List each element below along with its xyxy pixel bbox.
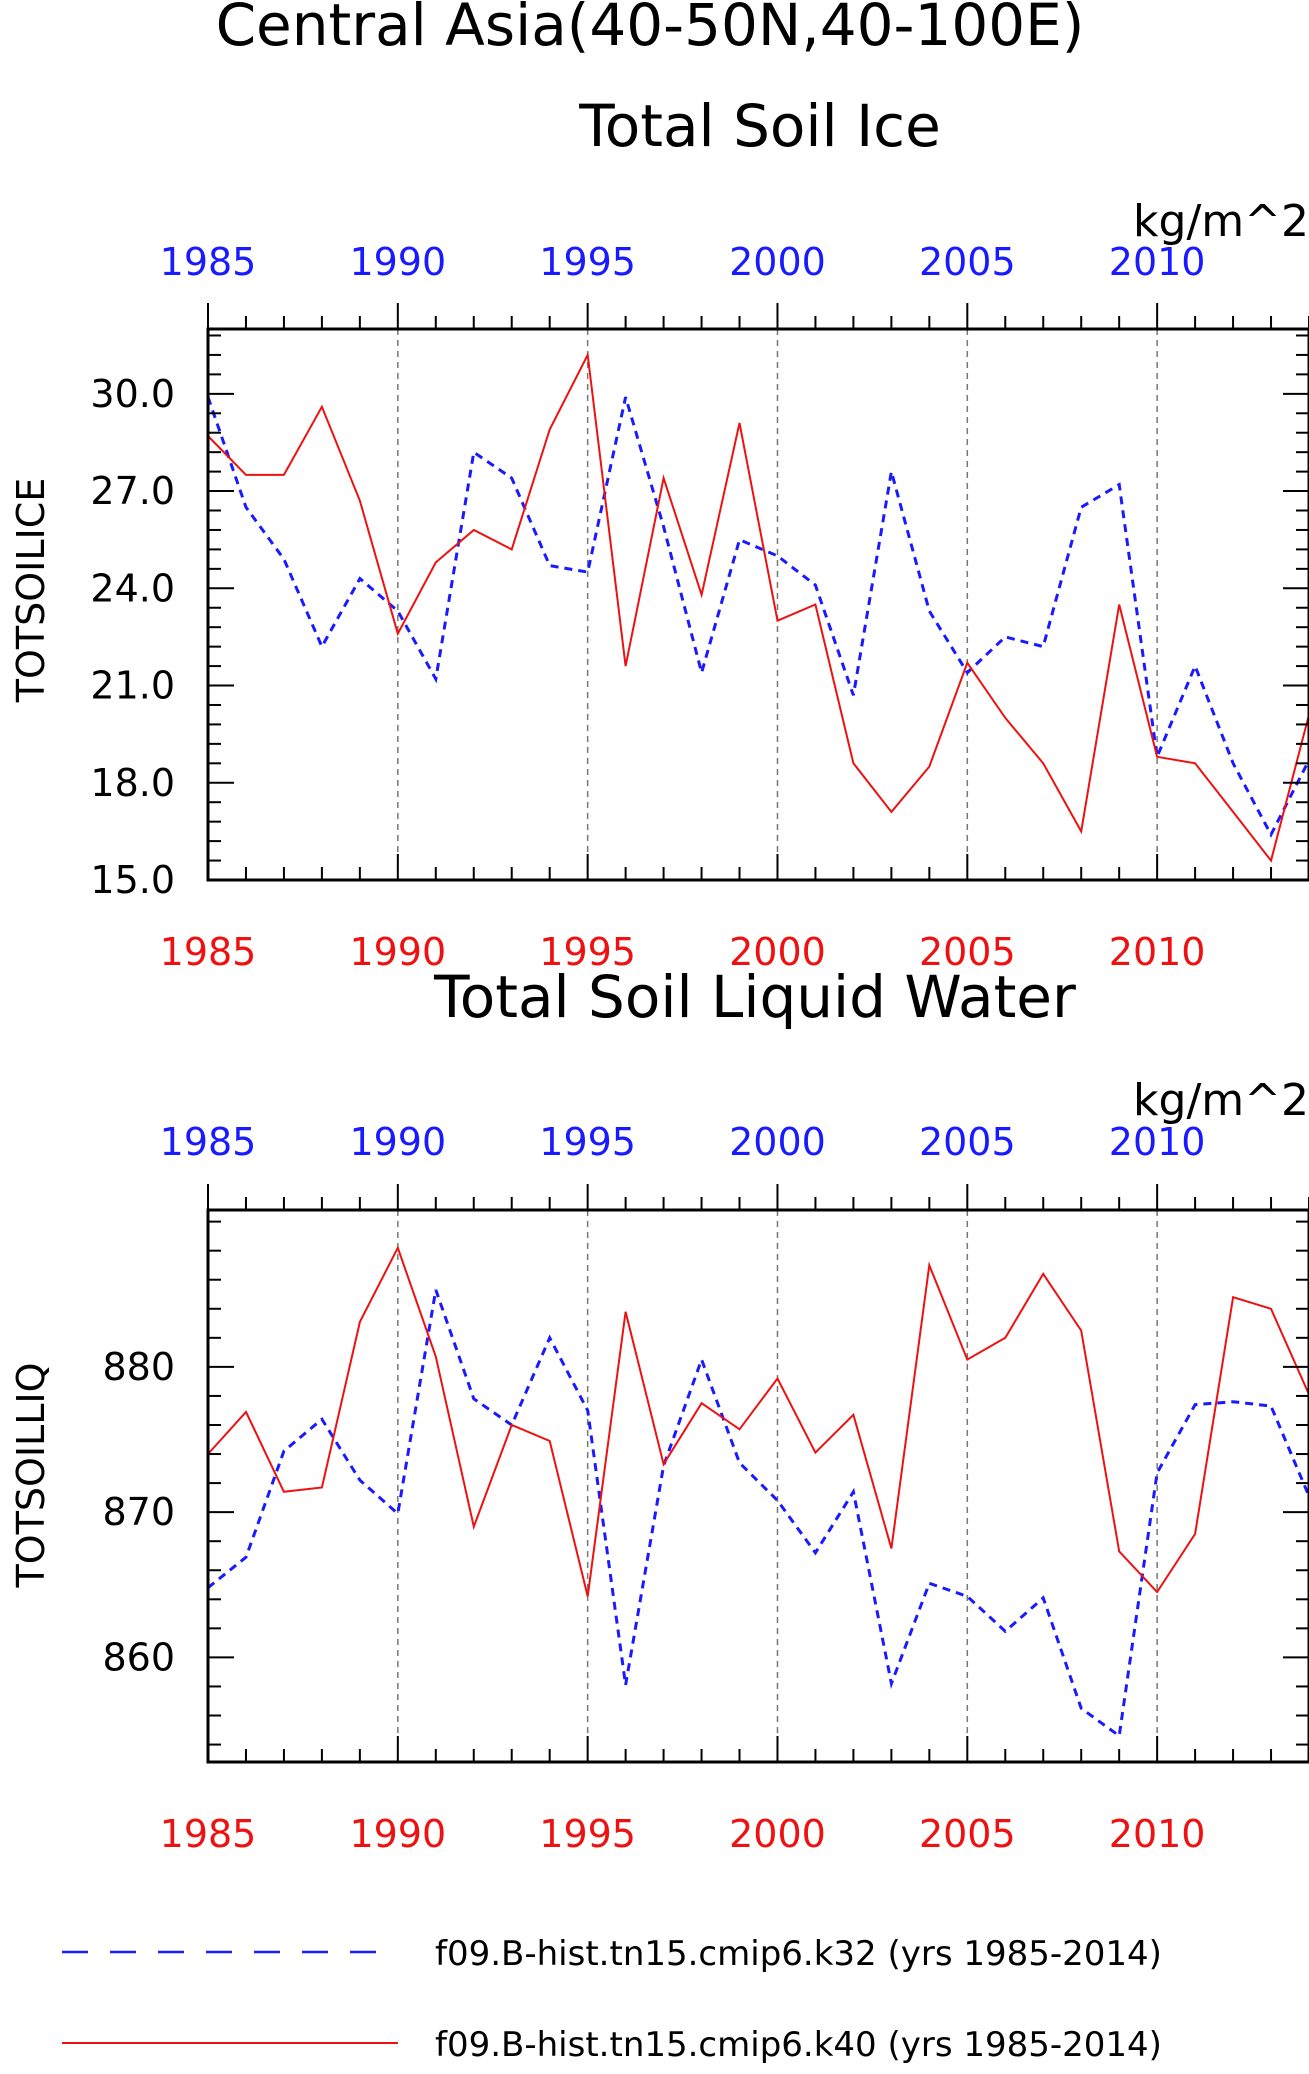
data-lines xyxy=(206,351,1309,863)
tick-labels: 1985 1985 1990 1990 1995 1995 2000 2000 2005 2005… xyxy=(90,240,1205,974)
tick-labels: 1985 1985 1990 1990 1995 1995 2000 2000 2005 2005… xyxy=(102,1120,1205,1856)
chart-panel-soil-ice: Total Soil Ice kg/m^2 TOTSOILICE 1985198… xyxy=(9,92,1309,974)
panel-title: Total Soil Ice xyxy=(578,92,941,160)
y-axis-label: TOTSOILLIQ xyxy=(9,1362,53,1588)
figure-title: Central Asia(40-50N,40-100E) xyxy=(216,0,1085,59)
legend: f09.B-hist.tn15.cmip6.k32 (yrs 1985-2014… xyxy=(62,1934,1162,2065)
x-tick-label-top: 1990 xyxy=(349,240,446,284)
y-tick-label: 870 xyxy=(102,1490,175,1534)
x-tick-label-top: 1985 xyxy=(160,240,257,284)
plot-frame xyxy=(206,1208,1309,1764)
y-tick-label: 30.0 xyxy=(90,372,175,416)
legend-label-k32: f09.B-hist.tn15.cmip6.k32 (yrs 1985-2014… xyxy=(435,1934,1162,1974)
y-tick-label: 24.0 xyxy=(90,566,175,610)
y-tick-label: 21.0 xyxy=(90,664,175,708)
series-line-k40 xyxy=(207,1245,1309,1597)
x-tick-label-top: 1995 xyxy=(539,1120,636,1164)
x-tick-label-bottom: 2010 xyxy=(1109,1812,1206,1856)
y-tick-label: 880 xyxy=(102,1345,175,1389)
x-tick-label-top: 2005 xyxy=(919,1120,1016,1164)
y-tick-label: 27.0 xyxy=(90,469,175,513)
legend-label-k40: f09.B-hist.tn15.cmip6.k40 (yrs 1985-2014… xyxy=(435,2025,1162,2065)
y-tick-label: 860 xyxy=(102,1635,175,1679)
x-tick-label-bottom: 1995 xyxy=(539,930,636,974)
x-tick-label-bottom: 2005 xyxy=(919,1812,1016,1856)
x-tick-label-top: 2000 xyxy=(729,1120,826,1164)
x-tick-label-bottom: 1985 xyxy=(160,1812,257,1856)
series-line-k40 xyxy=(207,351,1309,863)
x-tick-label-bottom: 2005 xyxy=(919,930,1016,974)
data-lines xyxy=(207,1245,1309,1739)
chart-panel-soil-liquid-water: Total Soil Liquid Water kg/m^2 TOTSOILLI… xyxy=(9,963,1309,1856)
x-tick-label-top: 1995 xyxy=(539,240,636,284)
axis-ticks xyxy=(207,303,1309,881)
units-label: kg/m^2 xyxy=(1133,196,1309,247)
x-tick-label-top: 2010 xyxy=(1109,1120,1206,1164)
series-line-k32 xyxy=(207,1289,1309,1739)
y-tick-label: 18.0 xyxy=(90,761,175,805)
units-label: kg/m^2 xyxy=(1133,1075,1309,1126)
x-tick-label-top: 2005 xyxy=(919,240,1016,284)
x-tick-label-bottom: 2000 xyxy=(729,1812,826,1856)
grid-lines xyxy=(397,329,1158,880)
x-tick-label-top: 2000 xyxy=(729,240,826,284)
series-line-k32 xyxy=(206,396,1309,838)
y-axis-label: TOTSOILICE xyxy=(9,478,53,704)
x-tick-label-bottom: 1990 xyxy=(349,1812,446,1856)
y-tick-label: 15.0 xyxy=(90,858,175,902)
x-tick-label-bottom: 2010 xyxy=(1109,930,1206,974)
x-tick-label-top: 2010 xyxy=(1109,240,1206,284)
axis-ticks xyxy=(207,1184,1309,1762)
plot-frame xyxy=(206,327,1309,882)
x-tick-label-bottom: 2000 xyxy=(729,930,826,974)
x-tick-label-bottom: 1985 xyxy=(160,930,257,974)
panel-title: Total Soil Liquid Water xyxy=(433,963,1076,1031)
x-tick-label-top: 1985 xyxy=(160,1120,257,1164)
x-tick-label-top: 1990 xyxy=(349,1120,446,1164)
x-tick-label-bottom: 1990 xyxy=(349,930,446,974)
grid-lines xyxy=(397,1210,1158,1762)
x-tick-label-bottom: 1995 xyxy=(539,1812,636,1856)
